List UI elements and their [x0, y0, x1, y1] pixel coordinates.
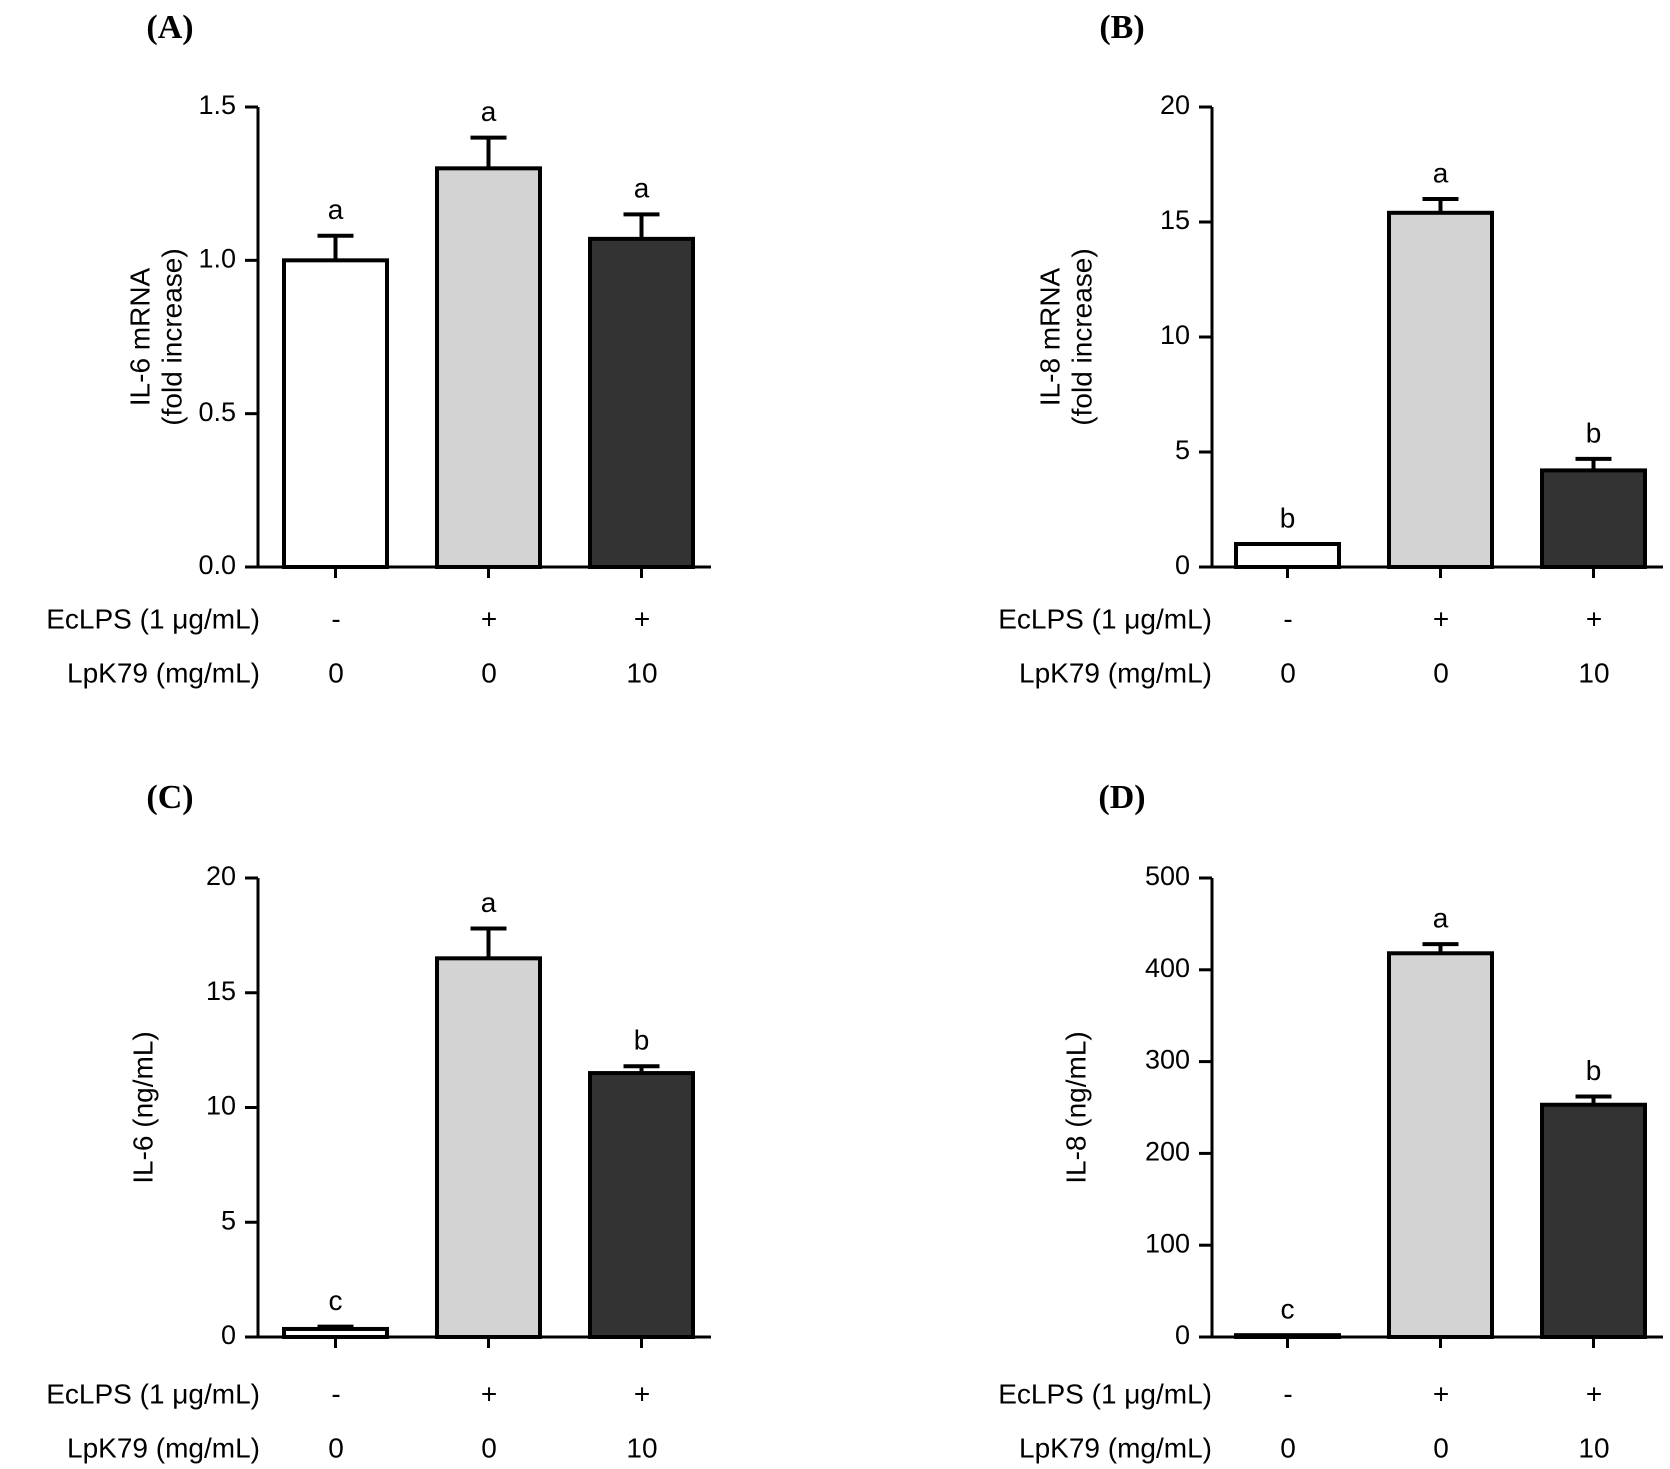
condition-value: +	[481, 603, 497, 634]
condition-row-label: LpK79 (mg/mL)	[1019, 657, 1212, 688]
y-axis-title: (fold increase)	[156, 248, 187, 425]
condition-value: 10	[1578, 657, 1609, 688]
y-tick-label: 1.5	[198, 90, 236, 120]
significance-label: c	[329, 1285, 343, 1316]
condition-value: -	[331, 1378, 340, 1409]
condition-row-label: LpK79 (mg/mL)	[1019, 1432, 1212, 1463]
condition-value: 10	[626, 1432, 657, 1463]
y-tick-label: 20	[206, 861, 236, 891]
y-tick-label: 300	[1145, 1045, 1190, 1075]
panel-label: (D)	[1098, 779, 1145, 816]
condition-value: 0	[1280, 657, 1296, 688]
condition-row-label: EcLPS (1 μg/mL)	[998, 603, 1212, 634]
bar	[435, 956, 542, 1339]
panel-label: (C)	[146, 779, 193, 816]
condition-value: -	[1283, 603, 1292, 634]
bar	[1234, 1333, 1341, 1339]
y-tick-label: 0	[221, 1320, 236, 1350]
significance-label: a	[1433, 902, 1449, 933]
y-tick-label: 1.0	[198, 243, 236, 273]
condition-value: +	[1586, 603, 1602, 634]
y-tick-label: 100	[1145, 1228, 1190, 1258]
y-tick-label: 500	[1145, 861, 1190, 891]
y-tick-label: 20	[1160, 90, 1190, 120]
condition-value: 0	[481, 1432, 497, 1463]
y-tick-label: 15	[1160, 205, 1190, 235]
y-tick-label: 15	[206, 976, 236, 1006]
significance-label: b	[1586, 1055, 1602, 1086]
panel-label: (B)	[1099, 9, 1144, 46]
condition-value: 0	[1280, 1432, 1296, 1463]
condition-row-label: EcLPS (1 μg/mL)	[46, 1378, 260, 1409]
y-tick-label: 5	[1175, 435, 1190, 465]
y-axis-title: IL-8 (ng/mL)	[1060, 1031, 1091, 1184]
condition-value: 10	[1578, 1432, 1609, 1463]
condition-value: 0	[328, 1432, 344, 1463]
bar	[588, 236, 695, 569]
y-tick-label: 400	[1145, 953, 1190, 983]
bar	[282, 258, 389, 569]
y-tick-label: 0	[1175, 550, 1190, 580]
y-tick-label: 10	[1160, 320, 1190, 350]
bar	[282, 1326, 389, 1340]
significance-label: a	[634, 173, 650, 204]
y-tick-label: 10	[206, 1091, 236, 1121]
condition-value: +	[481, 1378, 497, 1409]
bar	[1540, 1102, 1647, 1339]
condition-value: 0	[1433, 1432, 1449, 1463]
condition-value: +	[1433, 1378, 1449, 1409]
significance-label: c	[1281, 1294, 1295, 1325]
significance-label: a	[1433, 157, 1449, 188]
y-axis-title: IL-6 (ng/mL)	[127, 1031, 158, 1184]
condition-row-label: LpK79 (mg/mL)	[67, 657, 260, 688]
condition-value: -	[331, 603, 340, 634]
significance-label: a	[328, 194, 344, 225]
condition-value: -	[1283, 1378, 1292, 1409]
significance-label: a	[481, 96, 497, 127]
condition-value: 0	[1433, 657, 1449, 688]
condition-value: 0	[481, 657, 497, 688]
condition-row-label: EcLPS (1 μg/mL)	[46, 603, 260, 634]
condition-row-label: LpK79 (mg/mL)	[67, 1432, 260, 1463]
y-tick-label: 0.0	[198, 550, 236, 580]
y-tick-label: 0	[1175, 1320, 1190, 1350]
bar	[1234, 542, 1341, 569]
significance-label: a	[481, 887, 497, 918]
condition-value: +	[634, 603, 650, 634]
condition-value: 0	[328, 657, 344, 688]
significance-label: b	[1586, 417, 1602, 448]
y-axis-title: IL-8 mRNA	[1034, 267, 1065, 406]
significance-label: b	[634, 1025, 650, 1056]
condition-value: +	[1433, 603, 1449, 634]
condition-row-label: EcLPS (1 μg/mL)	[998, 1378, 1212, 1409]
y-axis-title: (fold increase)	[1066, 248, 1097, 425]
y-tick-label: 200	[1145, 1137, 1190, 1167]
significance-label: b	[1280, 502, 1296, 533]
y-tick-label: 0.5	[198, 397, 236, 427]
condition-value: 10	[626, 657, 657, 688]
bar	[1387, 951, 1494, 1339]
condition-value: +	[1586, 1378, 1602, 1409]
bar	[1540, 468, 1647, 569]
y-axis-title: IL-6 mRNA	[124, 267, 155, 406]
bar	[1387, 210, 1494, 570]
bar	[435, 166, 542, 569]
y-tick-label: 5	[221, 1205, 236, 1235]
bar	[588, 1071, 695, 1339]
panel-label: (A)	[146, 9, 193, 46]
condition-value: +	[634, 1378, 650, 1409]
